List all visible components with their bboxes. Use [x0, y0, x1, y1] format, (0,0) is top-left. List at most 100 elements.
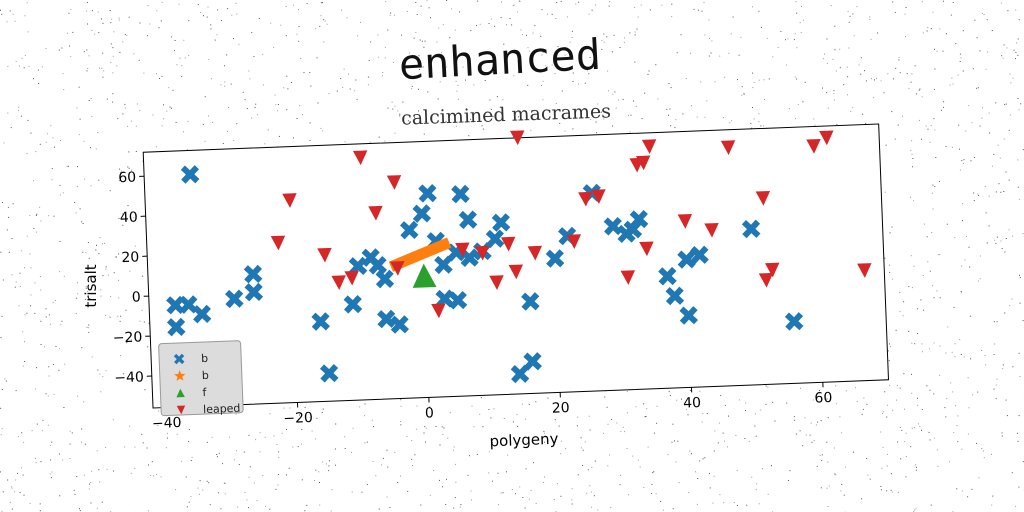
red-triangle-point	[344, 270, 359, 286]
legend-label: f	[202, 386, 207, 399]
blue-x-point	[244, 282, 264, 302]
y-tick-label: 0	[132, 289, 142, 305]
blue-x-point	[545, 249, 565, 268]
legend-marker-x	[173, 353, 185, 365]
x-tick-label: 0	[425, 405, 435, 421]
data-marks	[166, 130, 872, 384]
red-triangle-point	[270, 235, 286, 251]
legend-label: leaped	[203, 402, 241, 416]
blue-x-point	[412, 204, 432, 223]
blue-x-point	[166, 295, 185, 315]
y-tick-label: −20	[112, 329, 142, 346]
blue-x-point	[435, 289, 455, 309]
legend-label: b	[201, 352, 208, 365]
blue-x-point	[368, 256, 388, 275]
red-triangle-point	[806, 138, 821, 154]
blue-x-point	[485, 229, 505, 249]
red-triangle-point	[819, 130, 834, 146]
blue-x-point	[399, 220, 419, 240]
blue-x-point	[451, 184, 470, 204]
series-2-f	[412, 263, 437, 288]
x-tick-label: 60	[814, 390, 832, 407]
blue-x-point	[629, 209, 649, 229]
y-tick-label: 20	[121, 249, 139, 266]
red-triangle-point	[620, 270, 636, 285]
y-axis-ticks: −40 −20 0 20 40 60	[112, 170, 152, 386]
blue-x-point	[311, 312, 330, 331]
red-triangle-point	[455, 242, 470, 258]
red-triangle-point	[474, 245, 490, 261]
legend-marker-triangle-up	[176, 388, 185, 398]
red-triangle-point	[390, 261, 405, 276]
red-triangle-point	[508, 264, 524, 280]
x-axis-label: polygeny	[489, 430, 559, 451]
blue-x-point	[679, 306, 699, 325]
legend-marker-star	[174, 369, 186, 382]
blue-x-point	[434, 255, 453, 275]
blue-x-point	[510, 364, 530, 384]
red-triangle-point	[720, 140, 736, 155]
red-triangle-point	[635, 155, 651, 171]
blue-x-point	[180, 165, 200, 184]
red-triangle-point	[704, 222, 719, 238]
legend-marker-triangle-down	[176, 405, 186, 415]
blue-x-point	[448, 290, 468, 310]
red-triangle-point	[352, 150, 368, 166]
red-triangle-point	[755, 190, 771, 206]
red-triangle-point	[677, 213, 693, 229]
blue-x-point	[418, 184, 437, 203]
y-tick-label: 60	[118, 170, 136, 187]
red-triangle-point	[500, 236, 516, 252]
series-3-leaped	[270, 130, 872, 319]
blue-x-point	[192, 304, 212, 324]
blue-x-point	[243, 264, 263, 284]
x-tick-label: 20	[552, 400, 570, 417]
blue-x-point	[390, 315, 410, 334]
blue-x-point	[521, 292, 540, 311]
x-tick-label: −40	[152, 415, 182, 432]
blue-x-point	[458, 210, 478, 230]
blue-x-point	[741, 219, 761, 239]
series-0-b	[166, 165, 804, 384]
blue-x-point	[377, 309, 396, 329]
red-triangle-point	[527, 245, 543, 261]
red-triangle-point	[857, 263, 872, 278]
red-triangle-point	[331, 275, 346, 291]
blue-x-point	[375, 269, 395, 289]
blue-x-point	[784, 312, 804, 331]
x-tick-label: 40	[683, 395, 701, 412]
y-tick-label: 40	[120, 209, 138, 226]
red-triangle-point	[639, 241, 654, 257]
red-triangle-point	[510, 130, 525, 146]
chart-title: enhanced	[398, 30, 603, 90]
red-triangle-point	[578, 191, 593, 207]
blue-x-point	[319, 363, 339, 383]
red-triangle-point	[641, 139, 657, 155]
blue-x-point	[225, 289, 244, 309]
green-triangle-point	[412, 263, 437, 288]
red-triangle-point	[489, 275, 504, 290]
blue-x-point	[665, 286, 685, 306]
red-triangle-point	[386, 175, 402, 190]
blue-x-point	[491, 213, 511, 232]
x-tick-label: −20	[283, 410, 313, 427]
blue-x-point	[603, 216, 623, 236]
red-triangle-point	[591, 189, 606, 204]
blue-x-point	[523, 352, 542, 371]
red-triangle-point	[431, 303, 446, 319]
legend-label: b	[202, 369, 209, 382]
blue-x-point	[343, 295, 363, 314]
chart-subtitle: calcimined macrames	[401, 100, 612, 129]
red-triangle-point	[764, 262, 780, 278]
red-triangle-point	[317, 247, 332, 263]
y-axis-label: trisalt	[82, 264, 100, 307]
x-axis-ticks: −40 −20 0 20 40 60	[152, 382, 833, 432]
red-triangle-point	[368, 205, 383, 221]
red-triangle-point	[758, 272, 774, 288]
blue-x-point	[658, 266, 677, 286]
red-triangle-point	[566, 234, 582, 249]
